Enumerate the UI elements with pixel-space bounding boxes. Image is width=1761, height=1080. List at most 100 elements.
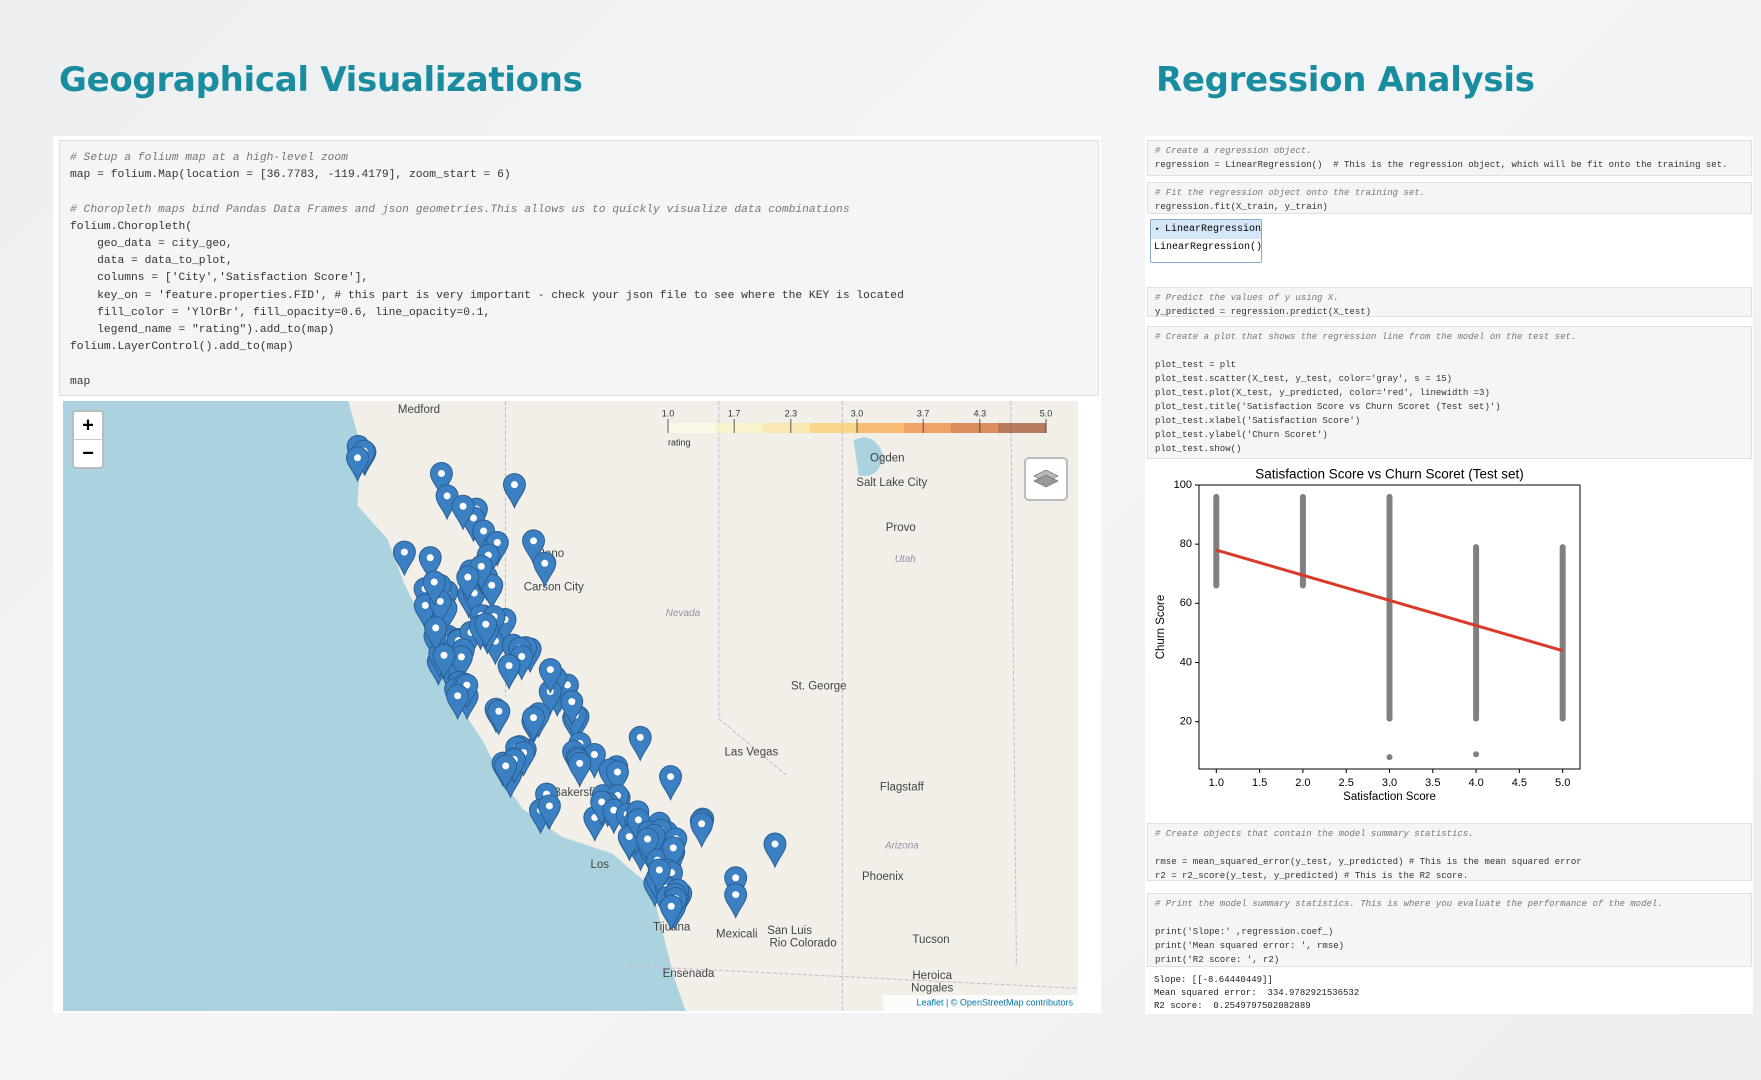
place-label: St. George (791, 680, 847, 692)
code-line: print('Mean squared error: ', rmse) (1155, 941, 1345, 951)
marker-dot (576, 759, 584, 767)
map-marker[interactable] (487, 699, 511, 736)
map-marker[interactable] (605, 760, 629, 797)
map-marker[interactable] (480, 573, 504, 610)
marker-dot (598, 798, 606, 806)
place-label: Los (591, 859, 610, 871)
marker-pin (449, 645, 473, 682)
map-marker[interactable] (418, 546, 442, 583)
map-marker[interactable] (537, 794, 561, 831)
map-marker[interactable] (435, 484, 459, 521)
marker-dot (510, 481, 518, 489)
marker-dot (655, 866, 663, 874)
map-marker[interactable] (659, 894, 683, 931)
marker-dot (493, 539, 501, 547)
map-marker[interactable] (451, 494, 475, 531)
map-marker[interactable] (392, 540, 416, 577)
code-line: key_on = 'feature.properties.FID', # thi… (70, 289, 904, 302)
marker-dot (568, 698, 576, 706)
map-marker[interactable] (659, 765, 683, 802)
map-marker[interactable] (636, 827, 660, 864)
y-tick-label: 80 (1180, 538, 1192, 550)
legend-tick-label: 2.3 (785, 408, 798, 418)
map-marker[interactable] (522, 706, 546, 742)
map-marker[interactable] (502, 473, 526, 510)
code-line: folium.LayerControl().add_to(map) (70, 341, 294, 354)
map-marker[interactable] (446, 684, 470, 721)
place-label: Salt Lake City (856, 477, 927, 489)
x-tick-label: 1.5 (1252, 777, 1267, 789)
map-marker[interactable] (763, 832, 787, 869)
map-marker[interactable] (449, 645, 473, 682)
map-marker[interactable] (497, 654, 521, 691)
map-marker[interactable] (533, 551, 557, 588)
attribution: Leaflet | © OpenStreetMap contributors (916, 997, 1073, 1007)
widget-header[interactable]: ▾ LinearRegression (1151, 220, 1261, 239)
map-marker[interactable] (724, 883, 748, 919)
marker-dot (437, 469, 445, 477)
border (628, 965, 1078, 989)
marker-dot (541, 559, 549, 567)
y-tick-label: 20 (1180, 716, 1192, 728)
legend-tick-label: 3.0 (851, 408, 864, 418)
zoom-out[interactable]: − (82, 442, 94, 464)
marker-dot (667, 773, 675, 781)
map-marker[interactable] (432, 643, 456, 680)
marker-pin (690, 812, 714, 849)
marker-pin (533, 551, 557, 588)
marker-pin (480, 573, 504, 610)
code-line: print('R2 score: ', r2) (1155, 955, 1280, 965)
code-line: map (70, 375, 91, 388)
x-tick-label: 3.5 (1425, 777, 1440, 789)
map-marker[interactable] (429, 462, 453, 498)
map-marker[interactable] (568, 751, 592, 788)
x-tick-label: 2.0 (1295, 777, 1310, 789)
toggle-icon: ▾ (1155, 226, 1160, 234)
marker-pin (432, 643, 456, 680)
map-marker[interactable] (474, 612, 498, 649)
map-marker[interactable] (560, 690, 584, 727)
map-marker[interactable] (346, 446, 370, 483)
map-marker[interactable] (690, 812, 714, 849)
code-line: plot_test.xlabel('Satisfaction Score') (1155, 416, 1361, 426)
marker-pin (494, 754, 518, 791)
marker-pin (418, 546, 442, 583)
map-marker[interactable] (494, 754, 518, 791)
layer-control[interactable] (1024, 457, 1068, 501)
ocean (63, 401, 686, 1011)
map-marker[interactable] (538, 658, 562, 694)
blank-line (1155, 344, 1744, 358)
map-marker[interactable] (522, 529, 546, 566)
place-label: Heroica (912, 970, 952, 982)
widget-body: LinearRegression() (1154, 242, 1263, 253)
legend-tick-label: 1.7 (728, 408, 741, 418)
marker-pin (537, 794, 561, 831)
outlier-point (1473, 751, 1480, 758)
marker-pin (424, 616, 448, 653)
axes-frame (1198, 484, 1581, 770)
map-marker[interactable] (424, 616, 448, 653)
code-cell: # Fit the regression object onto the tra… (1147, 182, 1752, 214)
zoom-in[interactable]: + (82, 414, 94, 436)
code-line: # Create a plot that shows the regressio… (1155, 332, 1577, 342)
marker-dot (634, 816, 642, 824)
map-marker[interactable] (628, 725, 652, 762)
place-label: Phoenix (862, 871, 904, 883)
legend-swatch (762, 423, 811, 433)
x-tick-label: 2.5 (1339, 777, 1354, 789)
map-marker[interactable] (422, 570, 446, 607)
marker-pin (502, 473, 526, 510)
code-line: plot_test.scatter(X_test, y_test, color=… (1155, 374, 1453, 384)
code-line: plot_test = plt (1155, 360, 1237, 370)
legend-swatch (857, 423, 905, 433)
code-cell: # Predict the values of y using X. y_pred… (1147, 287, 1752, 317)
map-marker[interactable] (456, 565, 480, 602)
map-marker[interactable] (647, 858, 671, 895)
border (1010, 401, 1017, 966)
estimator-widget[interactable]: ▾ LinearRegression LinearRegression() (1150, 219, 1262, 263)
code-line: rmse = mean_squared_error(y_test, y_pred… (1155, 857, 1582, 867)
legend-tick-label: 4.3 (974, 408, 987, 418)
map-marker[interactable] (661, 836, 685, 873)
legend-tick-label: 3.7 (917, 408, 930, 418)
